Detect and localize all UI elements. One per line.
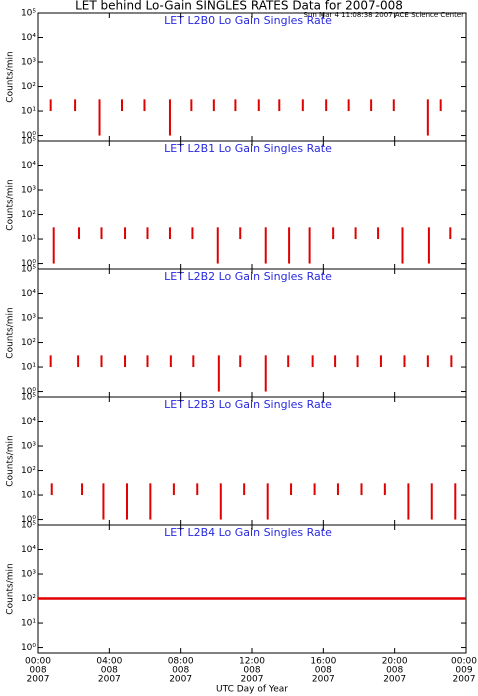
y-tick-label: 10⁰	[21, 387, 36, 397]
y-tick-label: 10⁴	[21, 545, 36, 555]
y-tick-label: 10³	[21, 58, 36, 68]
plot-frame	[37, 12, 467, 142]
y-tick-label: 10¹	[21, 491, 36, 501]
panel-title: LET L2B0 Lo Gain Singles Rate	[164, 14, 332, 27]
y-tick-label: 10⁴	[21, 33, 36, 43]
y-tick-label: 10⁰	[21, 259, 36, 269]
y-tick-label: 10⁰	[21, 131, 36, 141]
y-tick-label: 10²	[21, 82, 36, 92]
panel-title: LET L2B2 Lo Gain Singles Rate	[164, 270, 332, 283]
plot-frame	[37, 396, 467, 526]
y-tick-label: 10⁵	[21, 521, 36, 531]
y-axis-label: Counts/min	[6, 307, 16, 358]
y-tick-label: 10²	[21, 594, 36, 604]
x-tick-label: 00:00	[451, 657, 477, 667]
y-tick-label: 10¹	[21, 619, 36, 629]
y-axis-label: Counts/min	[6, 435, 16, 486]
x-tick-year: 2007	[383, 675, 406, 685]
plot-frame	[37, 524, 467, 654]
y-tick-label: 10³	[21, 442, 36, 452]
y-tick-label: 10⁴	[21, 417, 36, 427]
y-tick-label: 10⁵	[21, 9, 36, 19]
x-tick-day: 008	[386, 666, 403, 676]
y-axis-label: Counts/min	[6, 51, 16, 102]
y-axis-label: Counts/min	[6, 563, 16, 614]
y-tick-label: 10²	[21, 466, 36, 476]
y-tick-label: 10⁵	[21, 137, 36, 147]
x-tick-label: 16:00	[310, 657, 336, 667]
y-tick-label: 10¹	[21, 107, 36, 117]
x-tick-label: 00:00	[25, 657, 51, 667]
y-tick-label: 10⁰	[21, 515, 36, 525]
y-tick-label: 10³	[21, 314, 36, 324]
panel-title: LET L2B1 Lo Gain Singles Rate	[164, 142, 332, 155]
x-tick-label: 12:00	[239, 657, 265, 667]
x-tick-label: 20:00	[382, 657, 408, 667]
x-tick-year: 2007	[241, 675, 264, 685]
x-axis-label: UTC Day of Year	[216, 685, 288, 695]
x-tick-year: 2007	[169, 675, 192, 685]
x-tick-day: 008	[101, 666, 118, 676]
timestamp: Sun Mar 4 11:08:38 2007 ACE Science Cent…	[304, 11, 465, 19]
y-tick-label: 10⁴	[21, 289, 36, 299]
x-tick-year: 2007	[27, 675, 50, 685]
x-tick-label: 04:00	[96, 657, 122, 667]
x-tick-year: 2007	[312, 675, 335, 685]
chart-title: LET behind Lo-Gain SINGLES RATES Data fo…	[75, 0, 403, 13]
y-tick-label: 10⁵	[21, 393, 36, 403]
plot-frame	[37, 268, 467, 398]
panel-title: LET L2B4 Lo Gain Singles Rate	[164, 526, 332, 539]
y-axis-label: Counts/min	[6, 179, 16, 230]
x-tick-label: 08:00	[168, 657, 194, 667]
y-tick-label: 10³	[21, 186, 36, 196]
y-tick-label: 10²	[21, 338, 36, 348]
x-tick-day: 008	[315, 666, 332, 676]
panel-title: LET L2B3 Lo Gain Singles Rate	[164, 398, 332, 411]
x-tick-day: 009	[455, 666, 472, 676]
y-tick-label: 10⁵	[21, 265, 36, 275]
x-tick-day: 008	[29, 666, 46, 676]
x-tick-year: 2007	[98, 675, 121, 685]
y-tick-label: 10⁴	[21, 161, 36, 171]
x-tick-year: 2007	[453, 675, 476, 685]
y-tick-label: 10¹	[21, 363, 36, 373]
y-tick-label: 10⁰	[21, 643, 36, 653]
y-tick-label: 10¹	[21, 235, 36, 245]
y-tick-label: 10³	[21, 570, 36, 580]
x-tick-day: 008	[243, 666, 260, 676]
x-tick-day: 008	[172, 666, 189, 676]
y-tick-label: 10²	[21, 210, 36, 220]
